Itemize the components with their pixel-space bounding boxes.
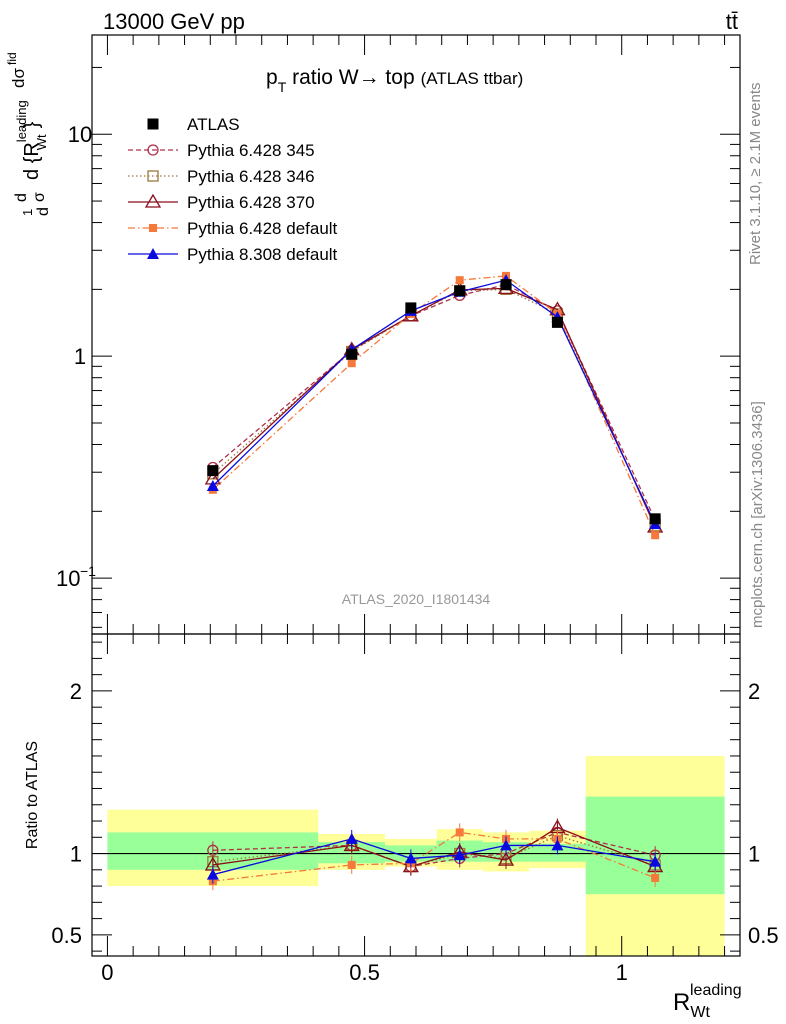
ratio-ytick-label: 0.5 [51, 923, 82, 948]
series-line [212, 288, 656, 527]
ratio-point [649, 855, 662, 867]
ratio-point [345, 832, 358, 844]
legend-entry: Pythia 6.428 345 [128, 141, 315, 160]
legend-marker [149, 224, 157, 232]
main-title: pT ratio W→ top (ATLAS ttbar) [266, 66, 523, 95]
ratio-xtick-label: 0 [101, 960, 113, 985]
ratio-bands [107, 755, 725, 956]
series-3 [204, 280, 664, 533]
legend-entry: Pythia 6.428 default [128, 219, 338, 238]
header-left: 13000 GeV pp [103, 9, 245, 34]
legend-label: Pythia 6.428 345 [187, 141, 315, 160]
main-ytick-label: 10 [68, 122, 92, 147]
ratio-ytick-label-right: 1 [748, 842, 760, 867]
ratio-point [455, 828, 464, 837]
svg-text:fid: fid [5, 52, 19, 65]
title-sub: T [278, 79, 287, 95]
title-main: p [266, 66, 278, 89]
legend-entry: Pythia 6.428 370 [128, 193, 315, 212]
watermark: ATLAS_2020_I1801434 [342, 591, 491, 607]
ratio-y-label: Ratio to ATLAS [24, 741, 41, 849]
series-line [212, 275, 656, 536]
ratio-xtick-label: 0.5 [349, 960, 380, 985]
ratio-point [343, 837, 360, 852]
legend-marker [147, 248, 159, 259]
svg-text:d: d [13, 193, 30, 202]
data-point [346, 348, 358, 360]
ratio-ytick-label-right: 0.5 [748, 923, 779, 948]
mcplots-label: mcplots.cern.ch [arXiv:1306.3436] [749, 401, 766, 628]
data-point [405, 302, 417, 314]
ratio-point [453, 849, 466, 861]
data-point [651, 531, 660, 540]
ratio-point [551, 839, 564, 851]
ratio-point [497, 851, 515, 866]
legend-marker [147, 170, 159, 182]
legend-label: ATLAS [187, 115, 240, 134]
data-point [649, 513, 661, 525]
series-1 [207, 279, 661, 526]
ratio-series-5 [206, 829, 662, 884]
legend-marker [147, 144, 159, 156]
legend-label: Pythia 6.428 346 [187, 167, 315, 186]
series-5 [206, 274, 662, 530]
series-0 [207, 279, 661, 525]
legend-entry: Pythia 8.308 default [128, 245, 338, 264]
data-point [207, 465, 219, 477]
title-rest: ratio W→ top [286, 66, 414, 89]
series-line [212, 283, 656, 521]
title-suffix: (ATLAS ttbar) [421, 69, 524, 88]
svg-text:d {RleadingWt}: d {RleadingWt} [14, 100, 49, 180]
ratio-point [500, 839, 512, 851]
series-2 [207, 283, 661, 532]
legend-entry: ATLAS [147, 115, 240, 134]
ratio-xtick-label: 1 [616, 960, 628, 985]
main-ytick-label: 1 [74, 344, 86, 369]
legend-label: Pythia 6.428 default [187, 219, 338, 238]
x-axis-label-sup: leading [690, 982, 742, 999]
data-point [500, 279, 512, 291]
rivet-label: Rivet 3.1.10, ≥ 2.1M events [747, 83, 764, 266]
svg-text:1: 1 [20, 209, 35, 216]
main-ytick-label: 10 [56, 566, 80, 591]
data-point [206, 480, 219, 492]
svg-text:d: d [35, 207, 52, 216]
ratio-point [651, 873, 660, 882]
ratio-ytick-label-right: 2 [748, 679, 760, 704]
main-y-label: d {RleadingWt} dσ fid d σ 1 d [5, 52, 52, 216]
data-point [551, 316, 563, 328]
legend-marker [147, 118, 159, 130]
ratio-panel: 0.5 0.5 1 1 2 2 0 0.5 1 [51, 633, 779, 985]
x-axis-label: RWt [673, 989, 710, 1021]
ratio-point [206, 868, 219, 880]
legend-marker [144, 193, 162, 208]
series-4 [208, 271, 660, 540]
ratio-ytick-label: 2 [70, 679, 82, 704]
main-ytick-exp: −1 [80, 563, 96, 579]
series-line [212, 287, 656, 528]
ratio-ytick-label: 1 [70, 842, 82, 867]
svg-text:σ: σ [31, 192, 48, 202]
ratio-point [404, 852, 417, 864]
legend: ATLAS Pythia 6.428 345 Pythia 6.428 346 Pyt… [128, 115, 338, 264]
legend-entry: Pythia 6.428 346 [128, 167, 315, 186]
header-right: tt̄ [726, 9, 738, 34]
ratio-series-group [204, 818, 664, 891]
svg-text:dσ: dσ [9, 68, 28, 88]
data-point [455, 276, 464, 285]
legend-label: Pythia 6.428 370 [187, 193, 315, 212]
data-point [454, 285, 466, 297]
ratio-point [347, 860, 356, 869]
data-point [347, 359, 356, 368]
main-series-group [204, 271, 664, 540]
legend-label: Pythia 8.308 default [187, 245, 338, 264]
series-line [212, 279, 656, 525]
